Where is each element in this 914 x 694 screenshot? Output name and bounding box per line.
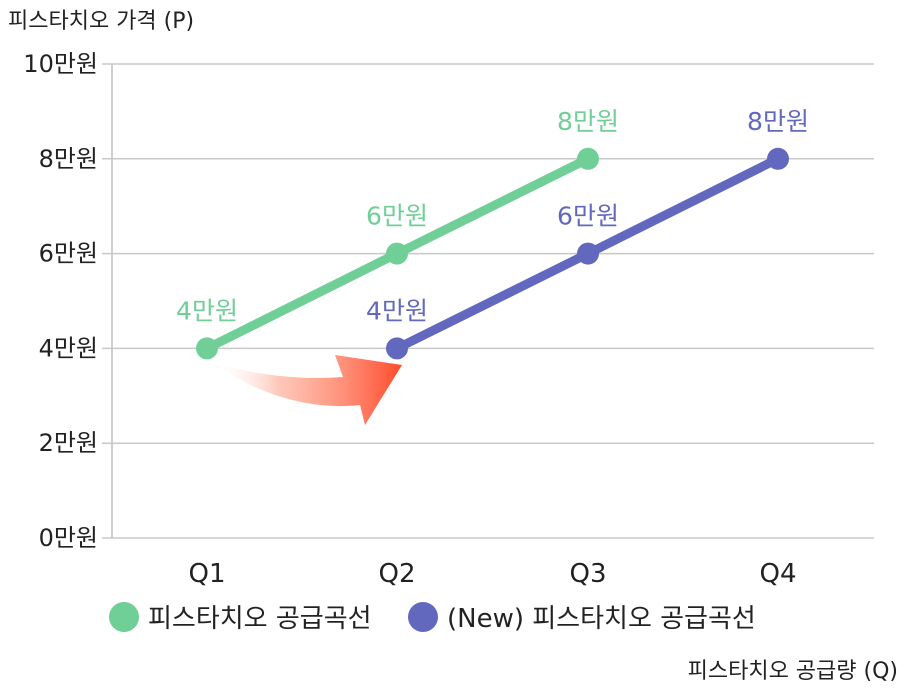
series-1-label-q1: 4만원	[176, 296, 238, 325]
x-tick-label-2: Q3	[569, 559, 606, 589]
legend: 피스타치오 공급곡선 (New) 피스타치오 공급곡선	[109, 602, 756, 634]
series-2-label-q4: 8만원	[747, 107, 809, 136]
y-tick-labels: 0만원 2만원 4만원 6만원 8만원 10만원	[23, 50, 98, 552]
x-tick-label-3: Q4	[759, 559, 796, 589]
y-tick-label-4: 8만원	[39, 145, 98, 173]
series-2-label-q2: 4만원	[366, 296, 428, 325]
series-2-point-q3	[577, 242, 599, 265]
series-1-label-q2: 6만원	[366, 202, 428, 231]
y-tick-label-5: 10만원	[23, 50, 98, 78]
y-tick-label-2: 4만원	[39, 334, 98, 362]
legend-label-series-2: (New) 피스타치오 공급곡선	[447, 604, 756, 634]
series-1-point-q3	[577, 147, 599, 170]
legend-marker-series-2	[408, 602, 438, 632]
series-2-label-q3: 6만원	[557, 202, 619, 231]
legend-marker-series-1	[109, 602, 139, 632]
y-tick-label-3: 6만원	[39, 240, 98, 268]
series-layer: 4만원 6만원 8만원 4만원 6만원 8만원	[176, 107, 809, 360]
series-2-point-q4	[767, 147, 789, 170]
shift-right-arrow-icon	[212, 355, 402, 425]
series-2-point-q2	[386, 337, 408, 360]
series-1-label-q3: 8만원	[557, 107, 619, 136]
x-tick-label-1: Q2	[378, 559, 415, 589]
x-axis-title: 피스타치오 공급량 (Q)	[688, 659, 898, 684]
y-axis-title: 피스타치오 가격 (P)	[8, 9, 194, 34]
y-tick-label-1: 2만원	[39, 429, 98, 457]
y-tick-label-0: 0만원	[39, 524, 98, 552]
grid-lines	[102, 63, 874, 539]
series-1-point-q1	[196, 337, 218, 360]
x-tick-labels: Q1 Q2 Q3 Q4	[188, 559, 796, 589]
legend-label-series-1: 피스타치오 공급곡선	[148, 604, 372, 634]
series-1-point-q2	[386, 242, 408, 265]
x-tick-label-0: Q1	[188, 559, 225, 589]
